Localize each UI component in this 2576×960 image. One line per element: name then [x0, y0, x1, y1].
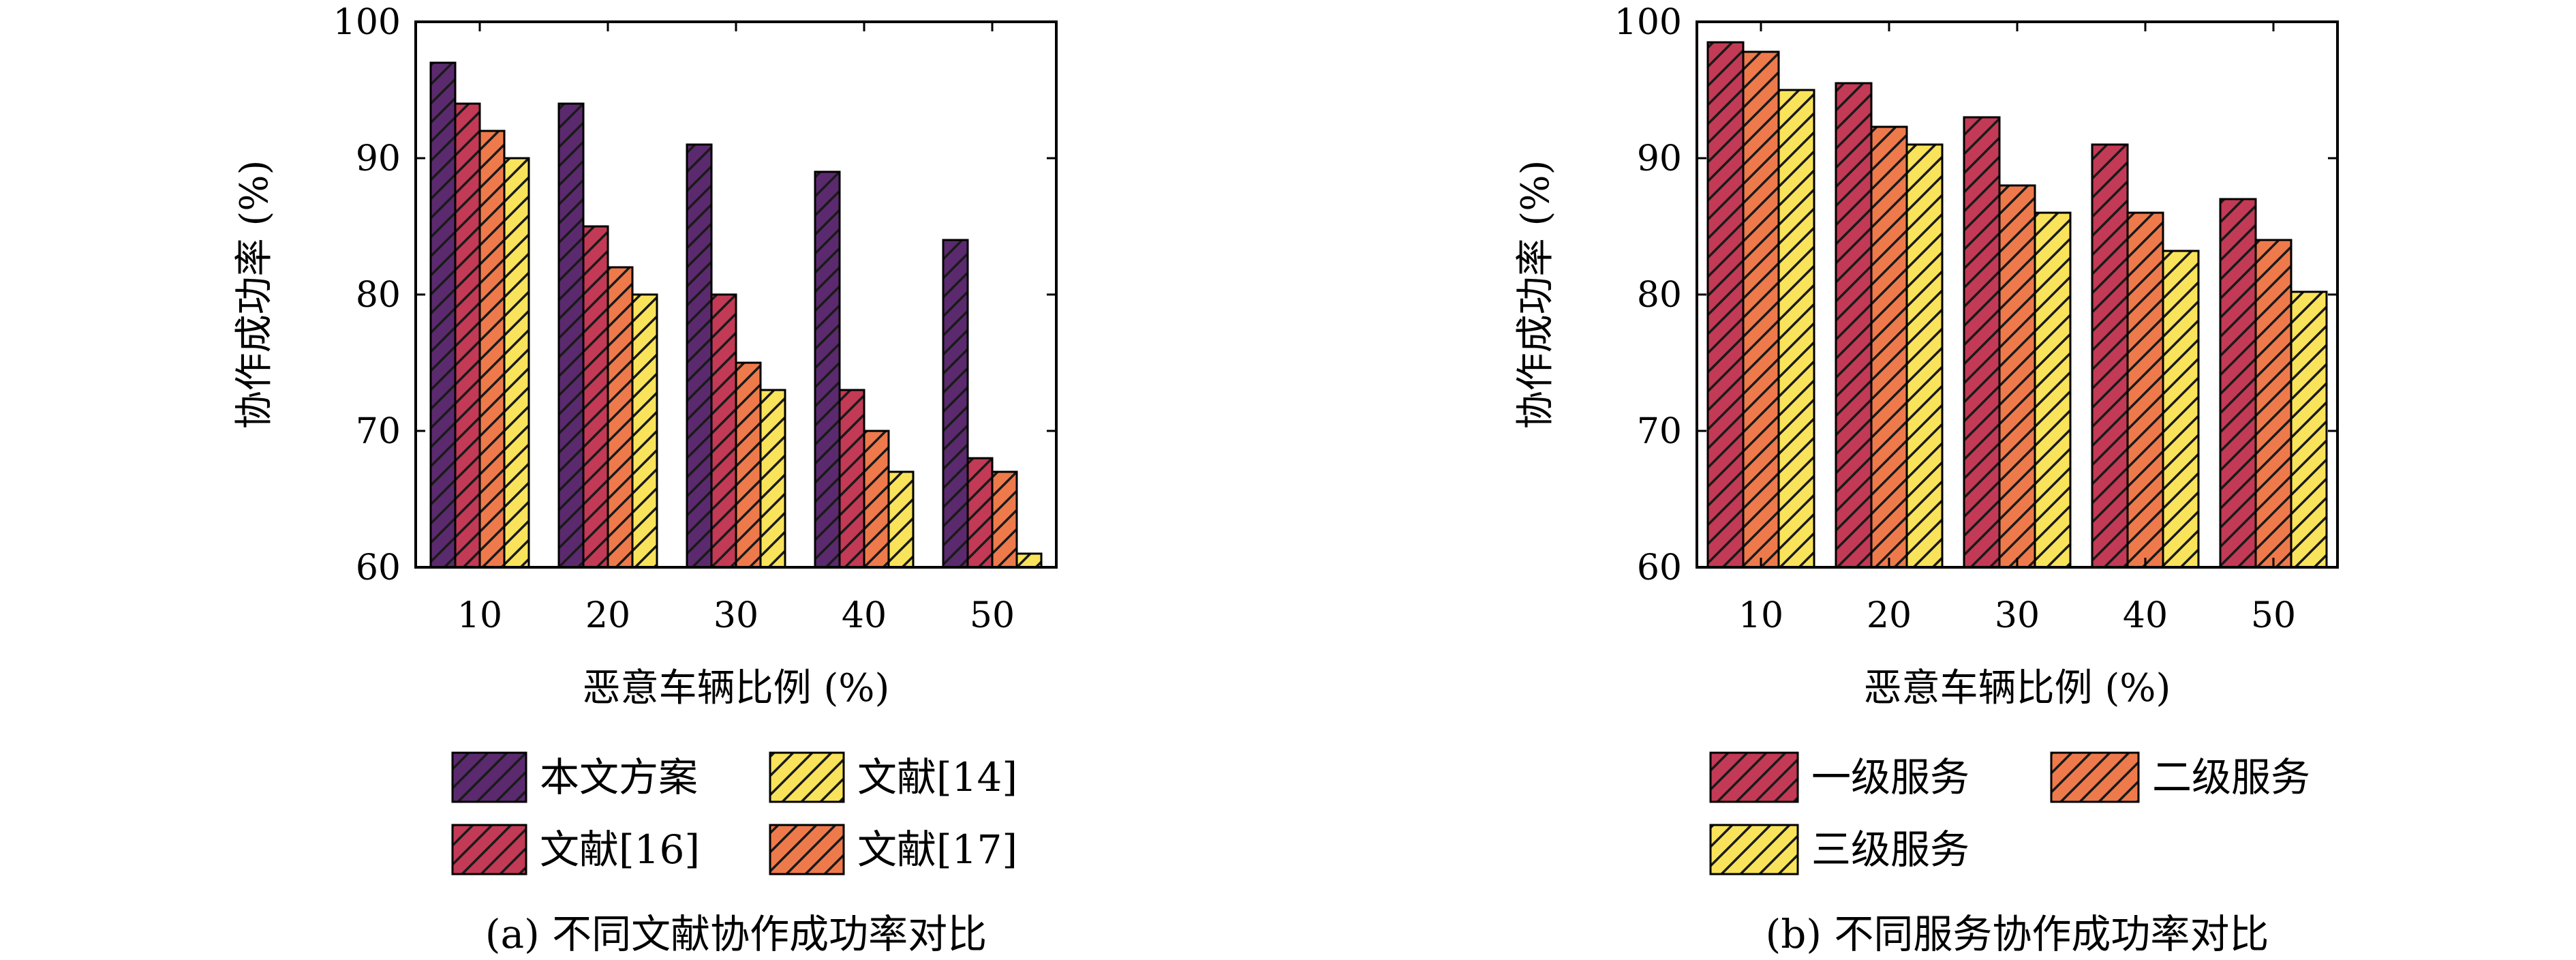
- bar-b: [1998, 184, 2036, 569]
- legend-item: 文献[16]: [451, 824, 700, 875]
- bar-a: [557, 102, 585, 569]
- bar-b: [2219, 198, 2257, 569]
- y-axis-a: 60 70 80 90 100: [333, 2, 1056, 588]
- bar-group-a: [429, 61, 1043, 569]
- bar-a: [991, 470, 1018, 569]
- bar-a: [887, 470, 915, 569]
- legend-item: 三级服务: [1709, 824, 1969, 875]
- legend-item: 二级服务: [2050, 751, 2310, 803]
- chart-panel-b: 60 70 80 90 100 10 20 30 40 50 协作成功率 (%) 恶意车辆比例 …: [1514, 2, 2339, 957]
- legend-a: 本文方案 文献[14] 文献[16] 文献[17]: [451, 751, 1017, 875]
- x-tick-label: 30: [714, 595, 758, 636]
- x-tick-label: 10: [457, 595, 502, 636]
- x-tick-label: 20: [1867, 595, 1912, 636]
- y-tick-label: 90: [356, 138, 401, 179]
- bar-a: [838, 389, 865, 569]
- bar-b: [2034, 211, 2072, 569]
- caption-b: (b) 不同服务协作成功率对比: [1766, 911, 2269, 957]
- x-axis-a: 10 20 30 40 50: [457, 22, 1015, 636]
- y-tick-label: 70: [356, 411, 401, 452]
- y-tick-label: 90: [1637, 138, 1682, 179]
- bar-b: [1706, 41, 1745, 569]
- bar-a: [942, 239, 969, 569]
- x-tick-label: 50: [2251, 595, 2296, 636]
- y-axis-label-b: 协作成功率 (%): [1514, 160, 1558, 430]
- bar-b: [1963, 116, 2001, 569]
- bar-a: [454, 102, 481, 569]
- bar-a: [735, 361, 762, 569]
- bar-a: [966, 457, 994, 569]
- y-tick-label: 80: [356, 275, 401, 316]
- bar-a: [503, 157, 530, 569]
- y-tick-label: 60: [356, 548, 401, 588]
- bar-b: [2254, 239, 2293, 569]
- bar-b: [1905, 143, 1944, 569]
- legend-item: 文献[14]: [769, 751, 1017, 803]
- x-tick-label: 50: [970, 595, 1015, 636]
- legend-item: 一级服务: [1709, 751, 1969, 803]
- bar-b: [1742, 50, 1780, 569]
- legend-label: 本文方案: [540, 754, 698, 800]
- y-tick-label: 70: [1637, 411, 1682, 452]
- y-axis-label-a: 协作成功率 (%): [232, 160, 277, 430]
- bar-b: [2162, 250, 2200, 569]
- bar-a: [631, 293, 658, 569]
- legend-item: 本文方案: [451, 751, 698, 803]
- bar-a: [478, 130, 506, 569]
- bar-b: [1870, 125, 1908, 569]
- legend-label: 文献[17]: [857, 826, 1017, 873]
- y-tick-label: 100: [1614, 2, 1682, 43]
- legend-label: 文献[16]: [540, 826, 700, 873]
- bar-a: [814, 170, 841, 569]
- x-axis-label-a: 恶意车辆比例 (%): [583, 666, 890, 710]
- legend-label: 一级服务: [1811, 754, 1969, 800]
- legend-item: 文献[17]: [769, 824, 1017, 875]
- x-tick-label: 30: [1995, 595, 2040, 636]
- legend-label: 文献[14]: [857, 754, 1017, 800]
- x-tick-label: 40: [842, 595, 887, 636]
- y-tick-label: 80: [1637, 275, 1682, 316]
- bar-group-b: [1706, 41, 2328, 569]
- bar-a: [1015, 552, 1043, 569]
- caption-a: (a) 不同文献协作成功率对比: [485, 911, 987, 957]
- bar-b: [2126, 211, 2164, 569]
- x-axis-label-b: 恶意车辆比例 (%): [1864, 666, 2171, 710]
- bar-b: [1777, 89, 1815, 569]
- bar-a: [686, 143, 713, 569]
- bar-a: [582, 225, 609, 569]
- y-tick-label: 100: [333, 2, 401, 43]
- bar-b: [2091, 143, 2129, 569]
- bar-a: [863, 430, 890, 569]
- bar-b: [1835, 82, 1873, 569]
- legend-label: 二级服务: [2152, 754, 2310, 800]
- x-axis-b: 10 20 30 40 50: [1738, 22, 2296, 636]
- bar-a: [710, 293, 737, 569]
- bar-a: [759, 389, 786, 569]
- bar-b: [2290, 290, 2328, 569]
- y-tick-label: 60: [1637, 548, 1682, 588]
- legend-label: 三级服务: [1811, 826, 1969, 873]
- y-axis-b: 60 70 80 90 100: [1614, 2, 2337, 588]
- bar-a: [429, 61, 457, 569]
- x-tick-label: 20: [585, 595, 630, 636]
- x-tick-label: 10: [1738, 595, 1783, 636]
- bar-a: [607, 266, 634, 569]
- x-tick-label: 40: [2123, 595, 2168, 636]
- chart-panel-a: 60 70 80 90 100 10 20 30 40 50 协作成功率 (%) 恶意车辆比例 …: [232, 2, 1058, 957]
